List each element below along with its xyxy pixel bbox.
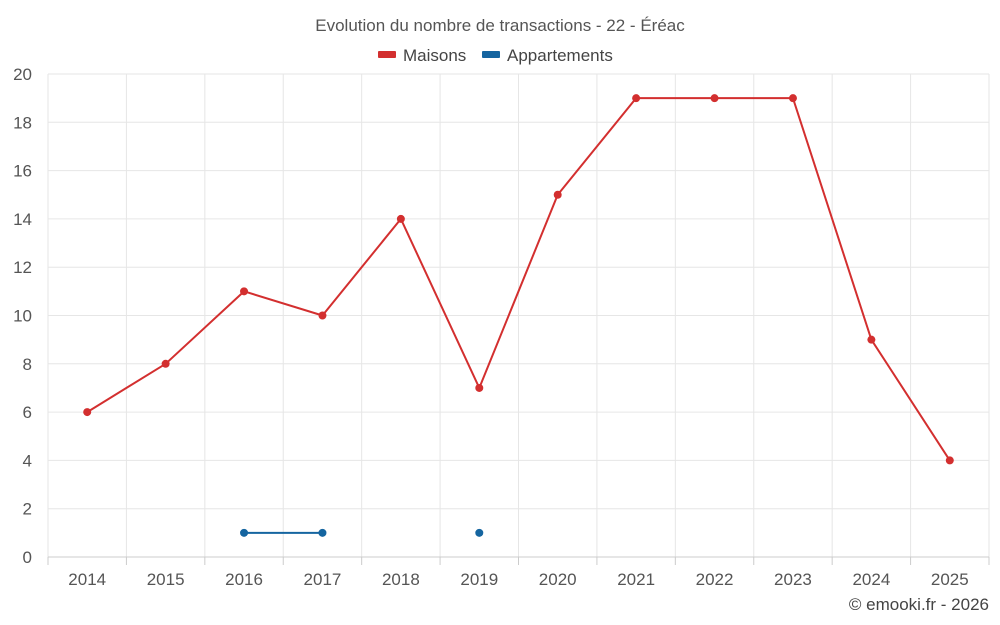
legend-label-maisons: Maisons bbox=[403, 46, 466, 65]
data-point-maisons-2015[interactable] bbox=[161, 359, 170, 368]
x-tick-label-2018: 2018 bbox=[382, 570, 420, 589]
data-point-maisons-2022[interactable] bbox=[710, 94, 719, 103]
chart-title: Evolution du nombre de transactions - 22… bbox=[315, 16, 685, 35]
x-tick-label-2016: 2016 bbox=[225, 570, 263, 589]
data-point-maisons-2021[interactable] bbox=[632, 94, 641, 103]
legend-swatch-appartements bbox=[482, 51, 500, 58]
series-maisons bbox=[83, 94, 954, 465]
y-tick-label: 18 bbox=[13, 113, 32, 132]
data-point-appartements-2019[interactable] bbox=[475, 528, 484, 537]
legend-item-appartements[interactable]: Appartements bbox=[482, 46, 613, 65]
grid bbox=[47, 73, 990, 557]
series bbox=[83, 94, 954, 537]
legend-swatch-maisons bbox=[378, 51, 396, 58]
data-point-maisons-2020[interactable] bbox=[553, 190, 562, 199]
x-tick-label-2014: 2014 bbox=[68, 570, 106, 589]
series-appartements bbox=[240, 528, 484, 537]
data-point-maisons-2016[interactable] bbox=[240, 287, 249, 296]
y-tick-label: 10 bbox=[13, 307, 32, 326]
x-tick-label-2021: 2021 bbox=[617, 570, 655, 589]
legend-label-appartements: Appartements bbox=[507, 46, 613, 65]
y-tick-label: 6 bbox=[23, 403, 32, 422]
data-point-maisons-2018[interactable] bbox=[396, 214, 405, 223]
y-tick-label: 4 bbox=[23, 451, 32, 470]
x-tick-label-2025: 2025 bbox=[931, 570, 969, 589]
y-tick-label: 14 bbox=[13, 210, 32, 229]
data-point-maisons-2019[interactable] bbox=[475, 383, 484, 392]
data-point-maisons-2024[interactable] bbox=[867, 335, 876, 344]
axes: 0 2 4 6 8 10 12 14 16 18 20 2014 2015 2016 2017 2018 201… bbox=[13, 65, 990, 589]
x-tick-label-2015: 2015 bbox=[147, 570, 185, 589]
x-tick-label-2023: 2023 bbox=[774, 570, 812, 589]
x-tick-label-2020: 2020 bbox=[539, 570, 577, 589]
x-tick-label-2019: 2019 bbox=[460, 570, 498, 589]
y-tick-label: 12 bbox=[13, 258, 32, 277]
y-tick-label: 2 bbox=[23, 500, 32, 519]
data-point-maisons-2014[interactable] bbox=[83, 408, 92, 417]
y-tick-label: 16 bbox=[13, 162, 32, 181]
x-tick-label-2017: 2017 bbox=[304, 570, 342, 589]
y-tick-label: 0 bbox=[23, 548, 32, 567]
data-point-appartements-2017[interactable] bbox=[318, 528, 327, 537]
legend: Maisons Appartements bbox=[378, 46, 613, 65]
data-point-maisons-2025[interactable] bbox=[945, 456, 954, 465]
data-point-maisons-2023[interactable] bbox=[788, 94, 797, 103]
y-tick-label: 20 bbox=[13, 65, 32, 84]
legend-item-maisons[interactable]: Maisons bbox=[378, 46, 466, 65]
data-point-maisons-2017[interactable] bbox=[318, 311, 327, 320]
x-tick-label-2022: 2022 bbox=[696, 570, 734, 589]
x-tick-label-2024: 2024 bbox=[852, 570, 890, 589]
credit-text: © emooki.fr - 2026 bbox=[849, 595, 989, 614]
y-tick-label: 8 bbox=[23, 355, 32, 374]
data-point-appartements-2016[interactable] bbox=[240, 528, 249, 537]
series-line-maisons bbox=[86, 97, 951, 461]
